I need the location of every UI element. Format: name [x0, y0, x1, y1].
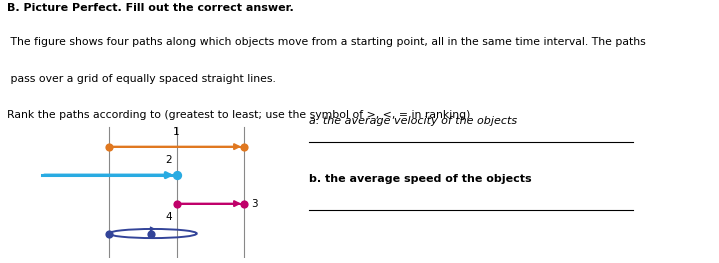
Point: [238, 201, 249, 206]
Text: 2: 2: [165, 155, 172, 165]
Text: b. the average speed of the objects: b. the average speed of the objects: [309, 174, 532, 184]
Point: [238, 144, 249, 149]
Text: 4: 4: [165, 212, 172, 222]
Text: B. Picture Perfect. Fill out the correct answer.: B. Picture Perfect. Fill out the correct…: [7, 3, 294, 13]
Point: [170, 173, 182, 177]
Text: Rank the paths according to (greatest to least; use the symbol of >, <, = in ran: Rank the paths according to (greatest to…: [7, 110, 470, 120]
Point: [170, 201, 182, 206]
Point: [104, 144, 115, 149]
Text: 3: 3: [251, 199, 257, 209]
Point: [104, 231, 115, 236]
Text: pass over a grid of equally spaced straight lines.: pass over a grid of equally spaced strai…: [7, 74, 276, 84]
Text: 1: 1: [173, 127, 180, 137]
Point: [145, 231, 157, 236]
Text: The figure shows four paths along which objects move from a starting point, all : The figure shows four paths along which …: [7, 37, 646, 47]
Text: a. the average velocity of the objects: a. the average velocity of the objects: [309, 116, 517, 126]
